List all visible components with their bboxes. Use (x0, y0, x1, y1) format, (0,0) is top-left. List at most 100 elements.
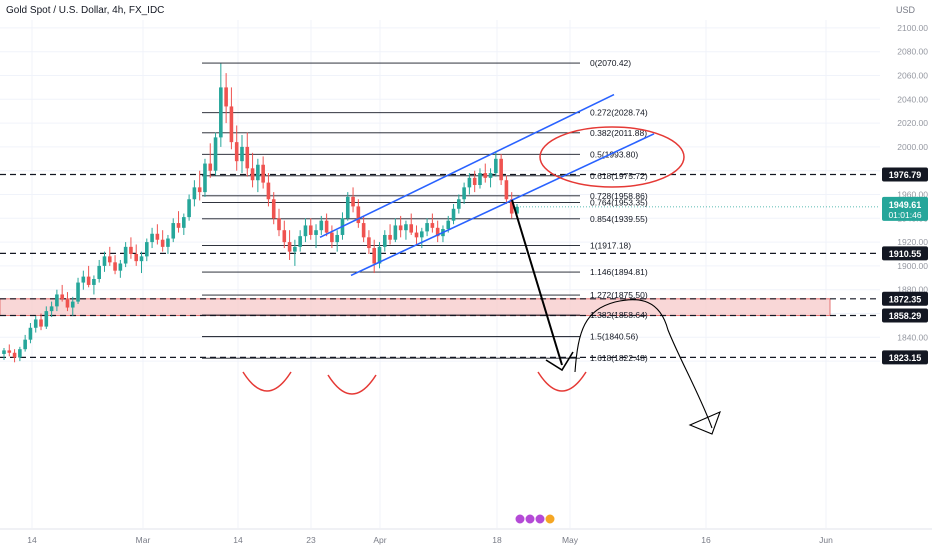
fib-label: 0.5(1993.80) (590, 149, 638, 159)
price-tick-label: 2100.00 (897, 23, 928, 33)
candle-body (478, 173, 482, 185)
candle-body (155, 233, 160, 240)
fib-label: 1.618(1822.48) (590, 353, 648, 363)
projection-arrow-head (688, 410, 721, 435)
event-icon (544, 513, 556, 525)
fib-label: 1.146(1894.81) (590, 267, 648, 277)
price-level-box (882, 246, 928, 261)
candle-body (76, 282, 80, 302)
price-level-label: 1872.35 (889, 294, 922, 304)
candle-body (367, 237, 371, 249)
time-tick-label: Mar (136, 535, 151, 545)
candle-body (414, 232, 419, 238)
price-tick-label: 2080.00 (897, 47, 928, 57)
candle-body (203, 163, 207, 193)
fib-label: 0.728(1958.86) (590, 191, 648, 201)
fib-label: 0.854(1939.55) (590, 214, 648, 224)
candle-body (266, 182, 271, 200)
fib-label: 1.382(1858.64) (590, 310, 648, 320)
price-tick-label: 1960.00 (897, 190, 928, 200)
price-level-box (882, 308, 928, 323)
candle-body (28, 327, 33, 340)
candle-body (113, 262, 117, 271)
candle-body (277, 218, 281, 231)
bottom-arc (327, 374, 377, 395)
candle-body (430, 223, 435, 228)
price-level-label: 1910.55 (889, 249, 922, 259)
candle-body (86, 276, 91, 285)
price-tick-label: 1900.00 (897, 261, 928, 271)
candle-body (134, 254, 139, 262)
candle-body (23, 339, 27, 350)
fib-label: 0.764(1953.35) (590, 197, 648, 207)
candle-body (388, 234, 392, 240)
candle-body (123, 246, 128, 264)
candle-body (393, 225, 398, 240)
candle-body (446, 220, 451, 230)
candle-body (250, 168, 255, 181)
candle-body (219, 87, 223, 138)
candle-body (144, 242, 149, 257)
candle-body (499, 158, 503, 181)
candle-body (356, 206, 361, 224)
candle-body (171, 223, 176, 239)
candle-body (435, 227, 440, 237)
price-level-label: 1976.79 (889, 170, 922, 180)
candle-body (361, 223, 366, 238)
candle-body (192, 187, 197, 200)
candle-body (398, 225, 403, 231)
target-zone (0, 298, 831, 317)
price-level-box (882, 291, 928, 306)
time-tick-label: 14 (27, 535, 37, 545)
current-price-label: 1949.61 (889, 200, 922, 210)
price-tick-label: 2060.00 (897, 71, 928, 81)
candle-body (81, 276, 86, 283)
candle-body (182, 217, 186, 228)
candle-body (298, 236, 302, 247)
bar-countdown-label: 01:01:46 (888, 210, 921, 220)
projection-path (574, 299, 713, 429)
price-level-label: 1823.15 (889, 353, 922, 363)
currency-label[interactable]: USD (896, 5, 916, 15)
candle-body (224, 87, 228, 107)
bottom-arc (242, 371, 292, 392)
event-icon (534, 513, 546, 525)
time-tick-label: May (562, 535, 579, 545)
price-tick-label: 2020.00 (897, 118, 928, 128)
fib-label: 1.272(1875.50) (590, 290, 648, 300)
candle-body (330, 232, 334, 243)
price-tick-label: 1920.00 (897, 237, 928, 247)
candle-body (335, 234, 339, 243)
candle-body (197, 187, 202, 193)
candle-body (351, 196, 355, 207)
candle-body (49, 306, 54, 312)
candle-body (372, 248, 377, 264)
candle-body (282, 230, 287, 243)
candle-body (462, 187, 466, 200)
candle-body (240, 146, 244, 162)
time-tick-label: Apr (373, 535, 386, 545)
event-icon (524, 513, 536, 525)
candle-body (33, 319, 38, 328)
candle-body (70, 301, 75, 308)
fib-label: 0.272(2028.74) (590, 108, 648, 118)
candle-body (176, 223, 181, 228)
candle-body (256, 164, 260, 181)
time-tick-label: Jun (819, 535, 833, 545)
candle-body (234, 142, 239, 162)
candle-body (303, 225, 308, 237)
candle-body (324, 220, 329, 233)
candle-body (377, 246, 382, 264)
candle-body (44, 311, 49, 327)
time-tick-label: 23 (306, 535, 316, 545)
candle-body (65, 299, 70, 308)
candle-body (409, 224, 414, 233)
candle-body (261, 164, 265, 183)
candle-body (404, 224, 408, 231)
candle-body (467, 177, 472, 188)
fib-label: 1.5(1840.56) (590, 332, 638, 342)
chart-title: Gold Spot / U.S. Dollar, 4h, FX_IDC (6, 5, 165, 16)
price-axis-bg (880, 0, 932, 550)
